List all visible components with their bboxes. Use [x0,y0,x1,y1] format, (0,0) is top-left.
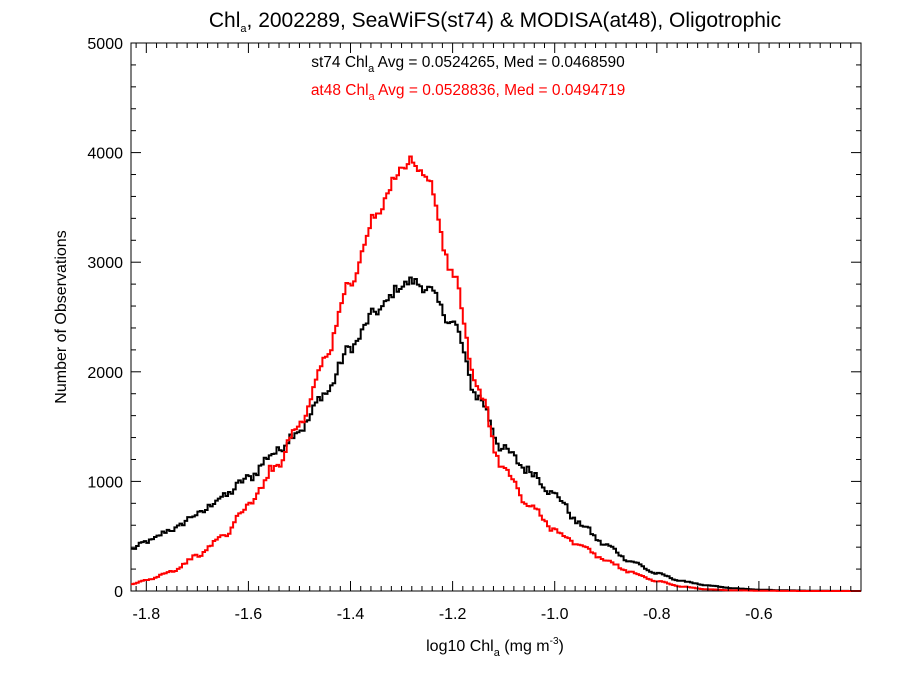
y-tick-label: 1000 [87,474,123,491]
y-tick-label: 0 [114,584,123,601]
histogram-series-1 [131,155,861,592]
chart-title: Chla, 2002289, SeaWiFS(st74) & MODISA(at… [209,9,781,35]
x-tick-label: -0.8 [643,606,671,623]
x-tick-label: -0.6 [745,606,773,623]
annotation-at48: at48 Chla Avg = 0.0528836, Med = 0.04947… [311,82,625,103]
y-tick-label: 5000 [87,36,123,53]
annotation-st74: st74 Chla Avg = 0.0524265, Med = 0.04685… [311,54,625,75]
x-tick-label: -1.8 [133,606,161,623]
y-tick-label: 2000 [87,365,123,382]
y-tick-label: 3000 [87,255,123,272]
x-axis-label: log10 Chla (mg m-3) [426,636,564,659]
x-tick-label: -1.4 [337,606,365,623]
series-layer [131,155,861,592]
y-axis-label: Number of Observations [53,230,70,403]
x-tick-label: -1.6 [235,606,263,623]
plot-area [130,42,862,592]
x-tick-label: -1.0 [541,606,569,623]
tick-layer: -1.8 -1.6 -1.4 -1.2 -1.0 -0.8 -0.6 0 1000 2000 300… [87,36,861,623]
y-tick-label: 4000 [87,146,123,163]
x-tick-label: -1.2 [439,606,467,623]
histogram-series-0 [131,276,861,592]
